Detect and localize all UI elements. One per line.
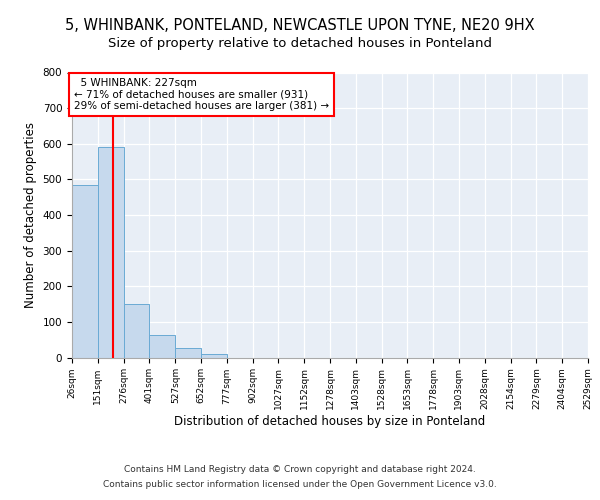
- Bar: [72, 185, 98, 358]
- Y-axis label: Number of detached properties: Number of detached properties: [24, 122, 37, 308]
- Bar: [175, 348, 201, 358]
- Text: Contains HM Land Registry data © Crown copyright and database right 2024.: Contains HM Land Registry data © Crown c…: [124, 465, 476, 474]
- Text: Size of property relative to detached houses in Ponteland: Size of property relative to detached ho…: [108, 36, 492, 50]
- Text: 5, WHINBANK, PONTELAND, NEWCASTLE UPON TYNE, NE20 9HX: 5, WHINBANK, PONTELAND, NEWCASTLE UPON T…: [65, 18, 535, 32]
- Bar: [201, 354, 227, 358]
- Bar: [124, 304, 149, 358]
- Text: 5 WHINBANK: 227sqm
← 71% of detached houses are smaller (931)
29% of semi-detach: 5 WHINBANK: 227sqm ← 71% of detached hou…: [74, 78, 329, 111]
- Bar: [98, 147, 124, 358]
- X-axis label: Distribution of detached houses by size in Ponteland: Distribution of detached houses by size …: [175, 415, 485, 428]
- Text: Contains public sector information licensed under the Open Government Licence v3: Contains public sector information licen…: [103, 480, 497, 489]
- Bar: [149, 335, 175, 357]
